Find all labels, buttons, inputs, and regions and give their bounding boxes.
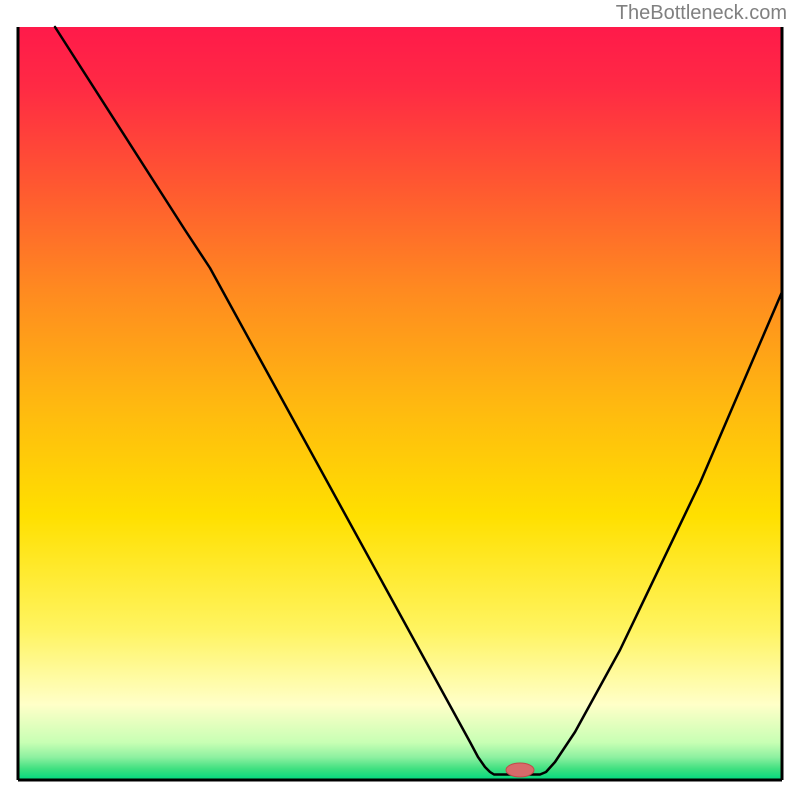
attribution-label: TheBottleneck.com <box>616 0 787 26</box>
bottleneck-chart: TheBottleneck.com <box>0 0 800 800</box>
chart-svg <box>0 0 800 800</box>
plot-background <box>18 27 782 780</box>
optimal-marker <box>506 763 534 777</box>
